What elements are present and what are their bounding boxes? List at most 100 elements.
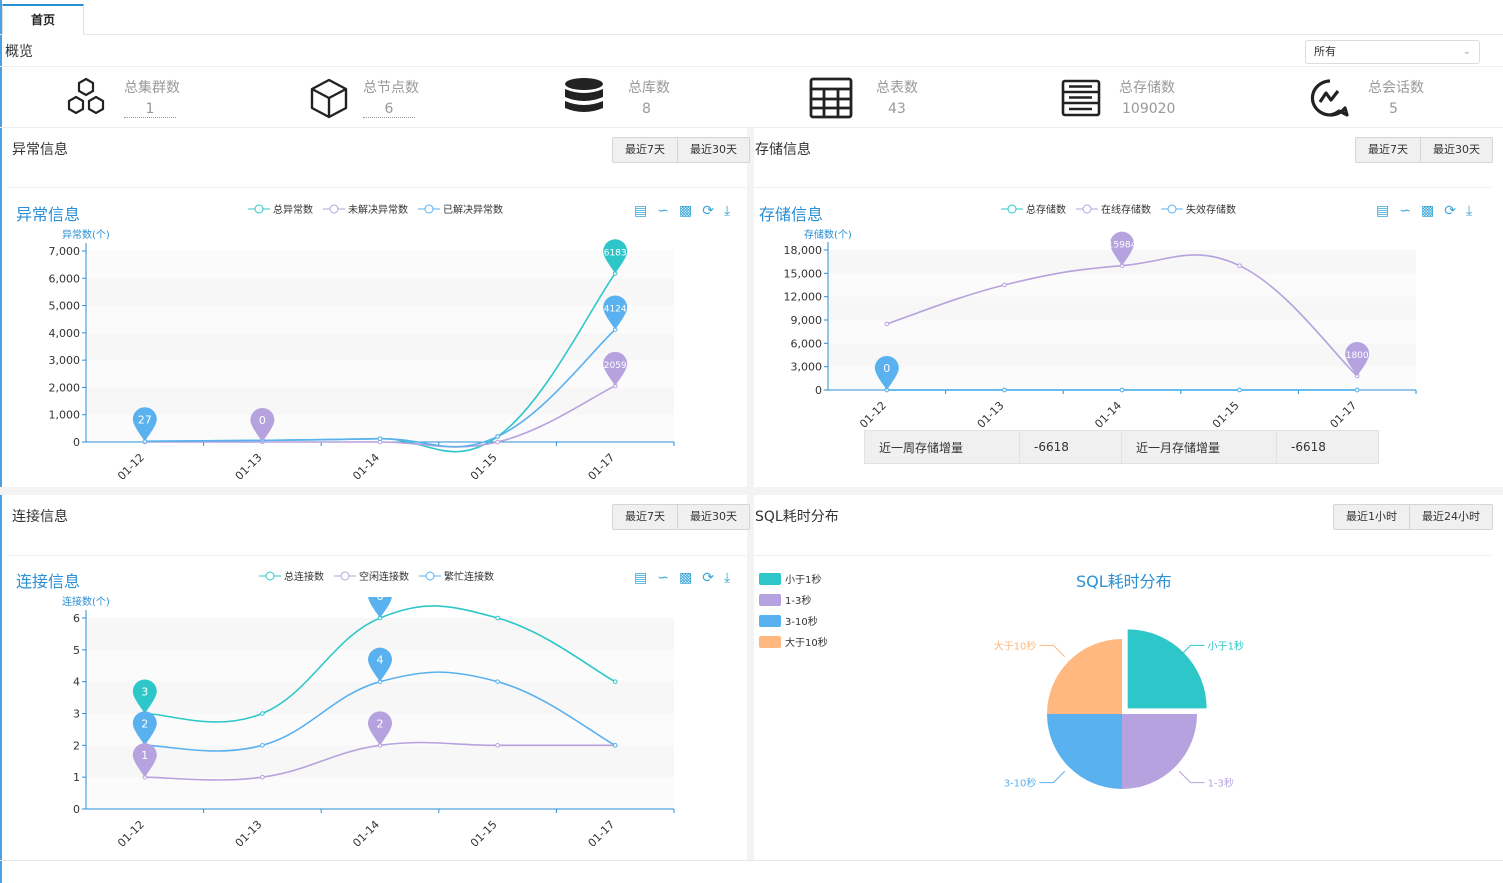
- legend-item[interactable]: 总存储数: [1001, 201, 1066, 216]
- legend-item[interactable]: 繁忙连接数: [419, 568, 494, 583]
- panel-separator: [0, 487, 1503, 495]
- legend-item[interactable]: 3-10秒: [759, 610, 828, 631]
- x-tick-label: 01-13: [233, 451, 265, 480]
- marker-pin: 3: [132, 679, 157, 714]
- storage-chart-title: 存储信息: [759, 205, 824, 224]
- marker-shape: [368, 597, 392, 618]
- marker-pin: 6183: [603, 239, 628, 274]
- storage-panel-title: 存储信息: [755, 142, 811, 158]
- pie-label: 大于10秒: [994, 639, 1037, 652]
- marker-pin: 0: [874, 356, 899, 390]
- marker-pin: 1800: [1345, 342, 1370, 376]
- stat-label: 总节点数: [363, 80, 419, 96]
- download-icon[interactable]: ⤓: [1465, 203, 1473, 219]
- grid-band: [828, 320, 1416, 344]
- exception-chart-title: 异常信息: [16, 205, 81, 224]
- data-point: [260, 743, 265, 748]
- last-30-days-button[interactable]: 最近30天: [1420, 138, 1492, 162]
- y-tick-label: 3,000: [791, 361, 823, 374]
- stat-value[interactable]: 1: [124, 101, 176, 118]
- x-tick-label: 01-15: [1210, 399, 1242, 430]
- last-7-days-button[interactable]: 最近7天: [1368, 143, 1408, 156]
- pie-slice: [1127, 629, 1207, 709]
- storage-toolbox: ▤ ∽ ▩ ⟳ ⤓: [1376, 203, 1472, 219]
- last-1-hour-button[interactable]: 最近1小时: [1346, 510, 1397, 523]
- refresh-icon[interactable]: ⟳: [1444, 203, 1456, 219]
- y-tick-label: 12,000: [784, 291, 823, 304]
- footer-line: [0, 860, 1503, 861]
- marker-pin: 1: [132, 743, 157, 778]
- download-icon[interactable]: ⤓: [723, 570, 731, 586]
- month-increase-label: 近一月存储增量: [1121, 430, 1277, 464]
- data-view-icon[interactable]: ▤: [634, 570, 648, 586]
- legend-item[interactable]: 小于1秒: [759, 568, 828, 589]
- data-view-icon[interactable]: ▤: [1376, 203, 1390, 219]
- x-tick-label: 01-13: [233, 818, 265, 847]
- connection-line-chart: 0 1 2 3 4 5 6 01-12 01-13 01-14 01-15 01-17 3 2 1 6 4 2: [73, 597, 675, 847]
- pie-slice: [1122, 714, 1197, 789]
- pie-label-line: [1178, 770, 1205, 784]
- exception-legend: 总异常数 未解决异常数 已解决异常数: [248, 201, 503, 216]
- bar-chart-icon[interactable]: ▩: [1420, 203, 1435, 219]
- marker-shape: [132, 743, 157, 778]
- data-point: [495, 439, 500, 445]
- stat-value: 43: [888, 101, 906, 117]
- line-chart-icon[interactable]: ∽: [657, 203, 669, 219]
- y-tick-label: 1,000: [49, 409, 81, 422]
- legend-item[interactable]: 失效存储数: [1161, 201, 1236, 216]
- marker-shape: [250, 408, 275, 442]
- stat-value[interactable]: 6: [363, 101, 415, 118]
- last-7-days-button[interactable]: 最近7天: [625, 143, 665, 156]
- bar-chart-icon[interactable]: ▩: [678, 570, 693, 586]
- legend-item[interactable]: 空闲连接数: [334, 568, 409, 583]
- sql-range-group: 最近1小时 最近24小时: [1333, 504, 1493, 530]
- legend-item[interactable]: 总异常数: [248, 201, 313, 216]
- cluster-filter-select[interactable]: 所有 ⌄: [1305, 40, 1480, 64]
- marker-pin: 27: [132, 407, 157, 442]
- legend-item[interactable]: 总连接数: [259, 568, 324, 583]
- marker-label: 2059: [604, 361, 627, 371]
- x-tick-label: 01-17: [1328, 399, 1360, 430]
- last-7-days-button[interactable]: 最近7天: [625, 510, 665, 523]
- data-point: [1237, 387, 1242, 393]
- stat-sessions: 总会话数 5: [1307, 73, 1503, 125]
- data-view-icon[interactable]: ▤: [634, 203, 648, 219]
- download-icon[interactable]: ⤓: [723, 203, 731, 219]
- bar-chart-icon[interactable]: ▩: [678, 203, 693, 219]
- pie-label: 小于1秒: [1208, 639, 1244, 652]
- storage-icon: [1061, 79, 1101, 117]
- series-line: [144, 328, 616, 448]
- pie-label: 1-3秒: [1208, 777, 1234, 790]
- legend-item[interactable]: 已解决异常数: [418, 201, 503, 216]
- legend-item[interactable]: 在线存储数: [1076, 201, 1151, 216]
- legend-item[interactable]: 1-3秒: [759, 589, 828, 610]
- refresh-icon[interactable]: ⟳: [702, 203, 714, 219]
- connection-chart-title: 连接信息: [16, 572, 81, 591]
- pie-slice: [1047, 714, 1122, 789]
- y-tick-label: 15,000: [784, 267, 823, 280]
- marker-label: 3: [141, 686, 148, 699]
- marker-shape: [603, 295, 628, 330]
- last-24-hours-button[interactable]: 最近24小时: [1409, 505, 1492, 529]
- x-tick-label: 01-12: [857, 399, 889, 430]
- line-chart-icon[interactable]: ∽: [657, 570, 669, 586]
- y-tick-label: 2: [73, 739, 80, 752]
- x-tick-label: 01-14: [350, 451, 382, 480]
- legend-item[interactable]: 大于10秒: [759, 631, 828, 652]
- tab-home[interactable]: 首页: [2, 4, 84, 35]
- x-tick-label: 01-17: [586, 818, 618, 847]
- marker-shape: [132, 679, 157, 714]
- legend-item[interactable]: 未解决异常数: [323, 201, 408, 216]
- stat-clusters: 总集群数 1: [63, 73, 263, 125]
- last-30-days-button[interactable]: 最近30天: [677, 505, 749, 529]
- refresh-icon[interactable]: ⟳: [702, 570, 714, 586]
- line-chart-icon[interactable]: ∽: [1399, 203, 1411, 219]
- marker-shape: [132, 407, 157, 442]
- panel-divider: [8, 555, 746, 556]
- marker-shape: [603, 351, 628, 386]
- last-30-days-button[interactable]: 最近30天: [677, 138, 749, 162]
- tab-bar: 首页: [0, 0, 1503, 35]
- grid-band: [86, 332, 674, 361]
- left-accent-bar: [0, 0, 2, 883]
- data-point: [495, 434, 500, 439]
